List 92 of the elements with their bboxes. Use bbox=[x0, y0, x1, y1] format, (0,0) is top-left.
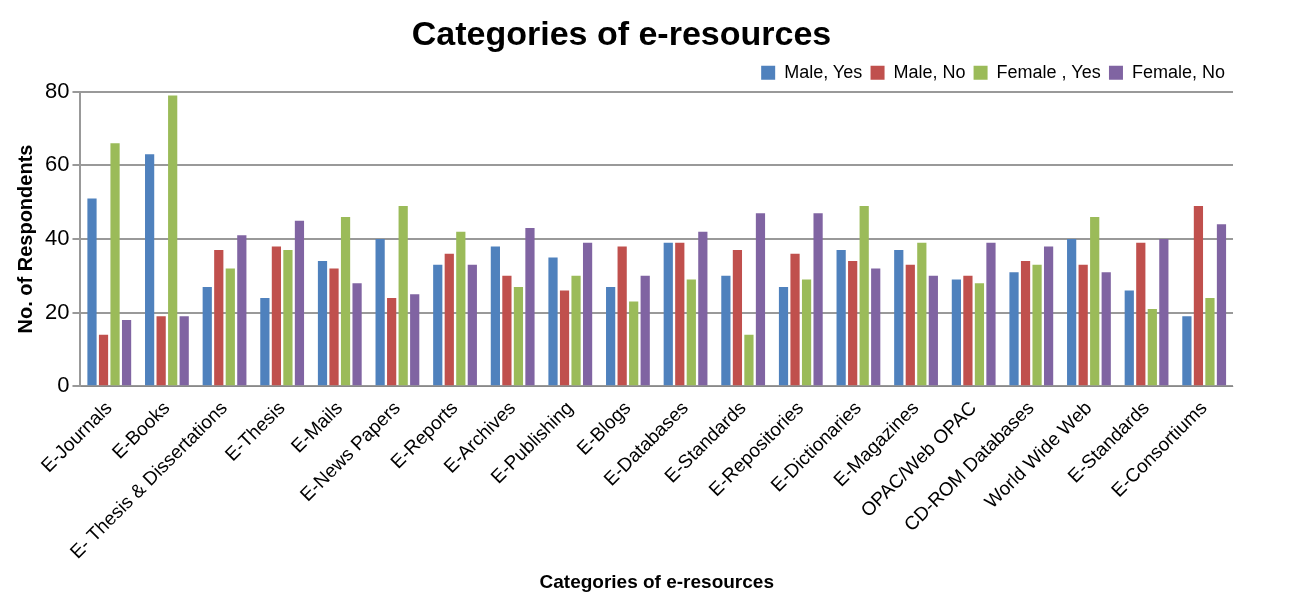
bar bbox=[237, 235, 247, 386]
bar bbox=[98, 334, 109, 386]
bar bbox=[1067, 239, 1077, 386]
bar bbox=[790, 253, 800, 386]
bar bbox=[340, 216, 351, 386]
bar bbox=[928, 275, 938, 386]
bar bbox=[225, 268, 235, 386]
bar bbox=[986, 242, 996, 386]
bar bbox=[410, 294, 420, 386]
bar bbox=[525, 227, 535, 386]
bar bbox=[387, 297, 397, 386]
bar bbox=[456, 231, 466, 386]
bar bbox=[214, 250, 224, 386]
bar bbox=[974, 283, 985, 386]
bar bbox=[444, 253, 454, 386]
bar bbox=[398, 205, 408, 386]
bar bbox=[168, 95, 178, 386]
bar bbox=[1101, 272, 1111, 386]
y-tick-label: 0 bbox=[57, 372, 70, 398]
bar bbox=[1147, 308, 1157, 386]
bar bbox=[963, 275, 973, 386]
bar bbox=[121, 320, 132, 386]
bar bbox=[202, 286, 212, 386]
y-axis-title: No. of Respondents bbox=[13, 144, 36, 334]
bar bbox=[317, 261, 328, 386]
bar bbox=[732, 250, 743, 386]
bar bbox=[629, 301, 639, 386]
bar bbox=[617, 246, 627, 386]
bar bbox=[606, 286, 616, 386]
bar bbox=[917, 242, 927, 386]
bar bbox=[663, 242, 673, 386]
bar bbox=[179, 316, 189, 386]
bar bbox=[675, 242, 685, 386]
x-axis-title: Categories of e-resources bbox=[539, 570, 774, 592]
bar bbox=[283, 250, 293, 386]
chart-title: Categories of e-resources bbox=[411, 13, 832, 52]
bar bbox=[1090, 216, 1100, 386]
bar bbox=[951, 279, 961, 386]
legend-label: Female, No bbox=[1131, 61, 1226, 82]
bar bbox=[686, 279, 696, 386]
bar bbox=[859, 205, 869, 386]
bar bbox=[1193, 205, 1204, 386]
bar bbox=[744, 334, 754, 386]
bar bbox=[813, 213, 823, 386]
bar bbox=[1136, 242, 1146, 386]
bar bbox=[490, 246, 500, 386]
bar bbox=[156, 316, 166, 386]
bar bbox=[640, 275, 650, 386]
bar bbox=[571, 275, 581, 386]
bar bbox=[260, 297, 270, 386]
bar bbox=[548, 257, 558, 386]
bar bbox=[467, 264, 477, 386]
y-tick-label: 80 bbox=[44, 77, 70, 103]
bar bbox=[87, 198, 97, 386]
bar bbox=[559, 290, 570, 386]
y-tick-label: 40 bbox=[44, 225, 70, 251]
bar bbox=[698, 231, 708, 386]
bar bbox=[905, 264, 915, 386]
bar bbox=[1043, 246, 1054, 386]
bar bbox=[755, 213, 766, 386]
bar bbox=[1032, 264, 1042, 386]
bar bbox=[110, 143, 120, 386]
bar bbox=[1216, 224, 1227, 386]
y-tick-label: 20 bbox=[44, 298, 70, 324]
bar bbox=[352, 283, 362, 386]
bar bbox=[836, 250, 846, 386]
bar bbox=[513, 286, 524, 386]
bar bbox=[582, 242, 593, 386]
bar bbox=[502, 275, 512, 386]
bar bbox=[1124, 290, 1134, 386]
bar bbox=[894, 250, 904, 386]
bar bbox=[801, 279, 812, 386]
bar bbox=[375, 239, 385, 386]
bar bbox=[1205, 297, 1215, 386]
bar bbox=[271, 246, 282, 386]
legend-label: Female , Yes bbox=[996, 61, 1101, 82]
bar bbox=[778, 286, 789, 386]
legend-label: Male, Yes bbox=[784, 61, 863, 82]
bar bbox=[294, 220, 305, 386]
bar bbox=[329, 268, 339, 386]
bar bbox=[848, 261, 858, 386]
bar bbox=[1182, 316, 1192, 386]
bar bbox=[433, 264, 443, 386]
y-tick-label: 60 bbox=[44, 151, 70, 177]
legend-label: Male, No bbox=[893, 61, 966, 82]
bar bbox=[145, 154, 155, 386]
bar bbox=[721, 275, 731, 386]
bar bbox=[1020, 261, 1031, 386]
bar bbox=[871, 268, 881, 386]
bar bbox=[1009, 272, 1019, 386]
bar bbox=[1078, 264, 1088, 386]
bar bbox=[1159, 239, 1169, 386]
